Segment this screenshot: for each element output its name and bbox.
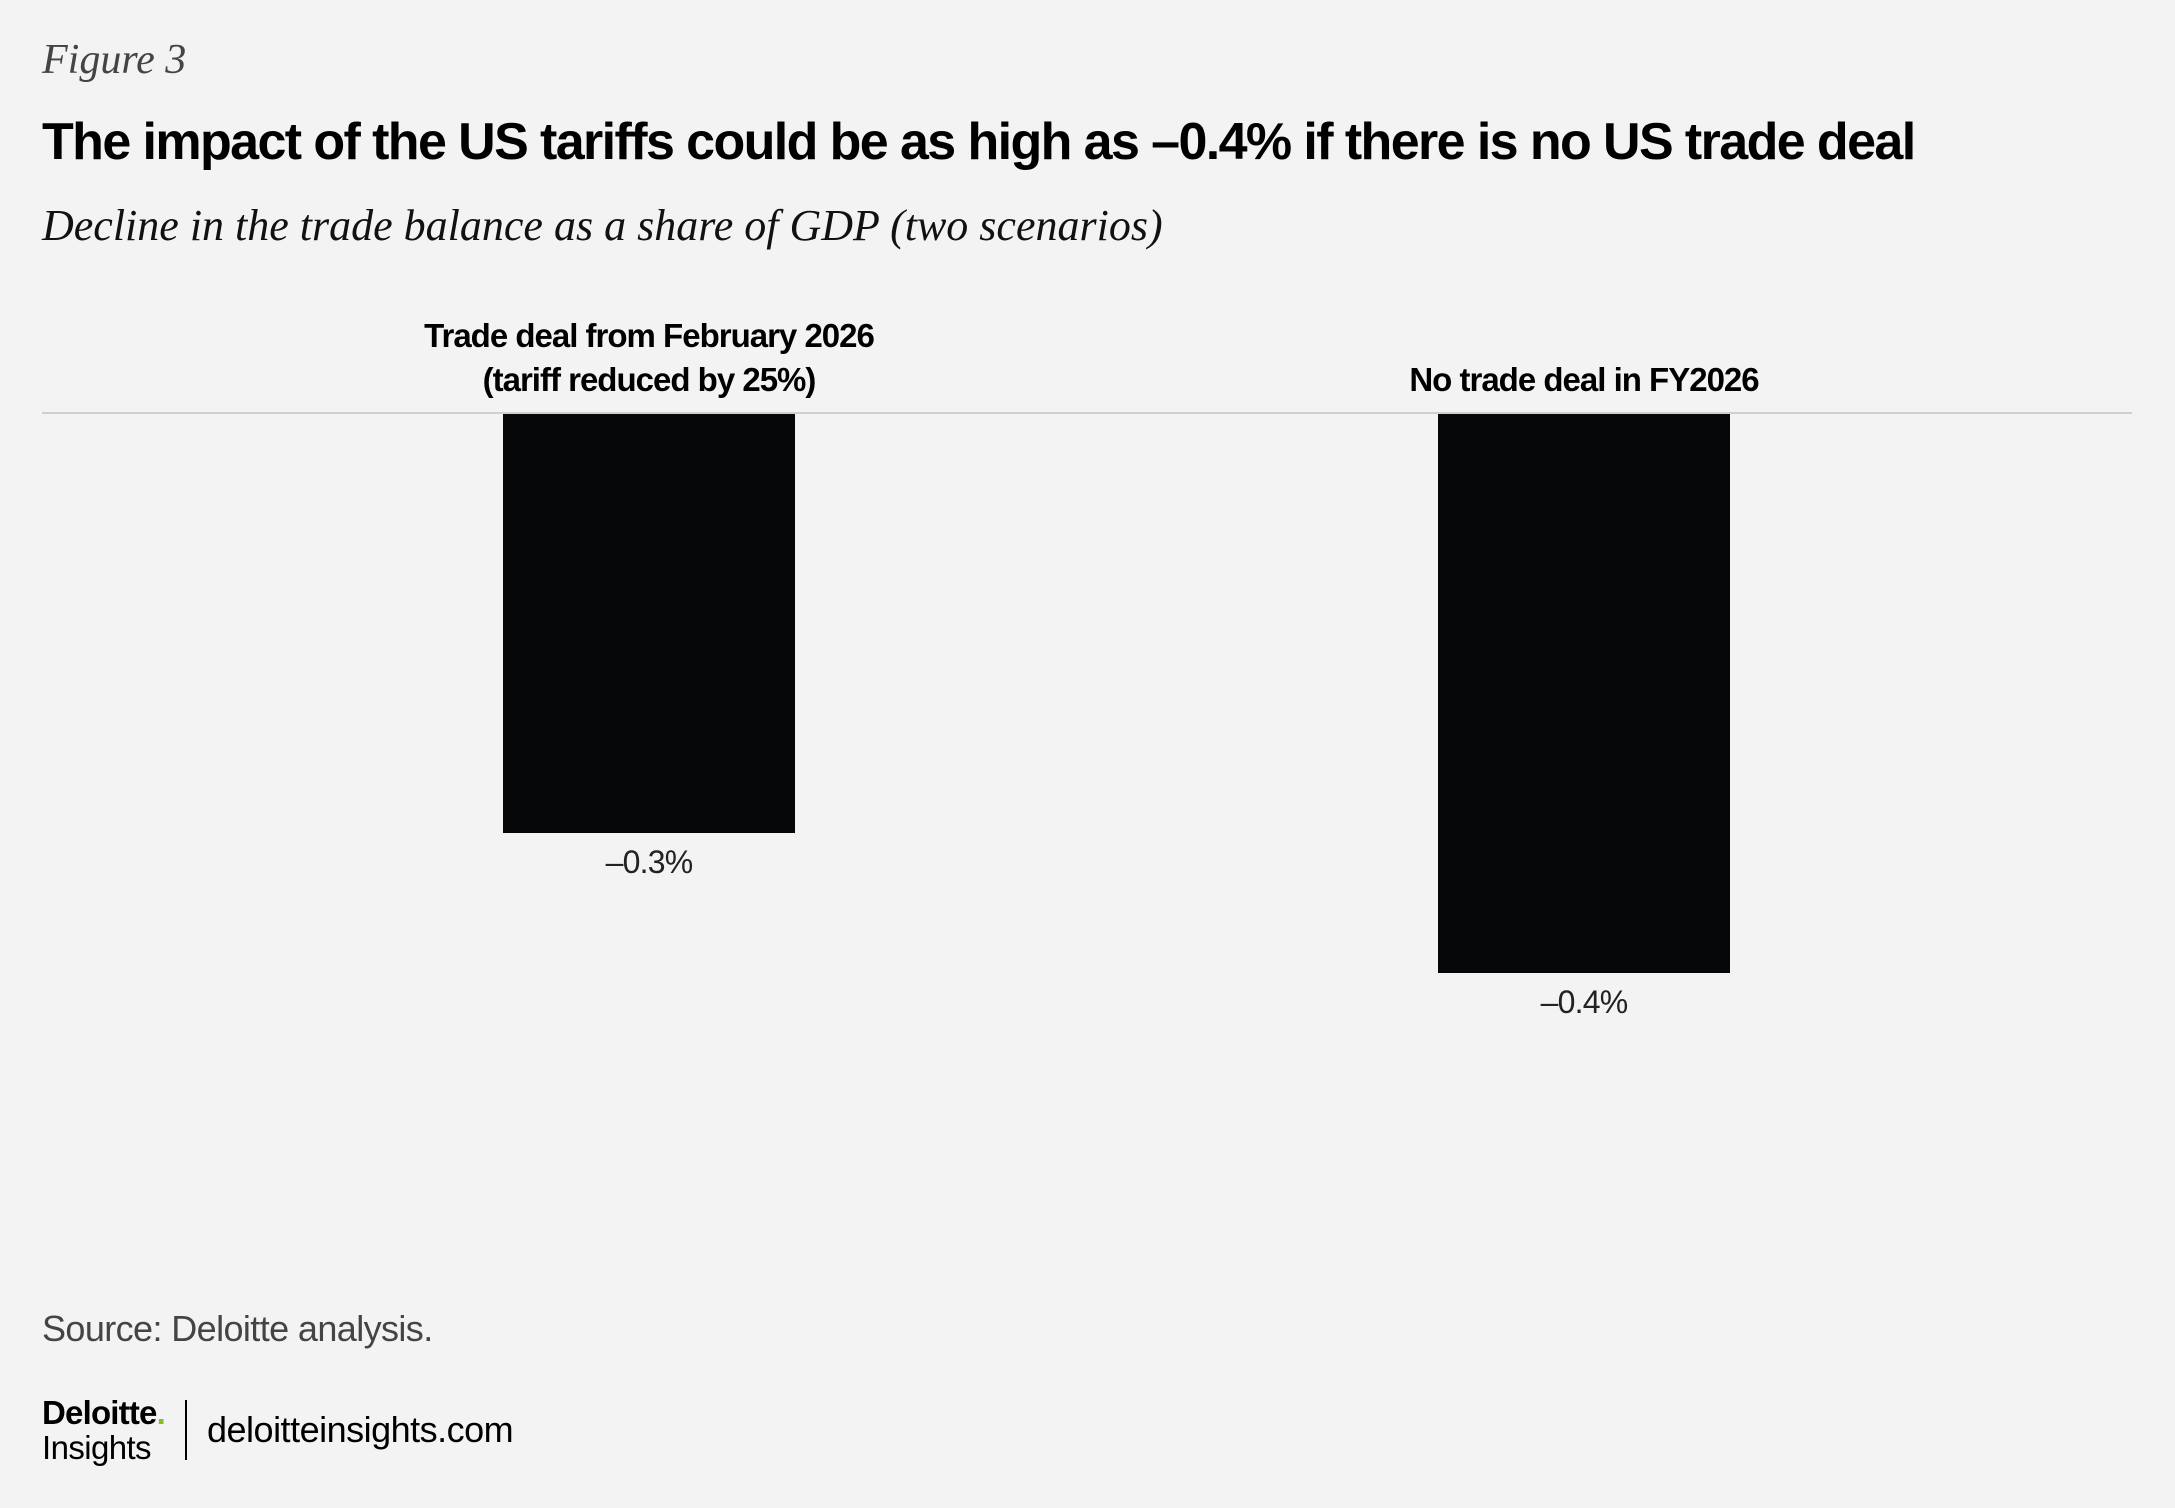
data-label-1: –0.3%: [606, 844, 693, 880]
bar-chart: –0.3% Trade deal from February 2026 (tarif…: [42, 317, 2132, 1020]
logo-deloitte-wordmark: Deloitte.: [42, 1394, 166, 1431]
bar-1: [503, 413, 795, 833]
logo-green-dot: .: [156, 1394, 166, 1431]
category-label-1-line-1: Trade deal from February 2026: [424, 317, 874, 354]
chart-subtitle: Decline in the trade balance as a share …: [42, 201, 1163, 250]
footer: Deloitte. Insights deloitteinsights.com: [42, 1394, 514, 1466]
chart-title: The impact of the US tariffs could be as…: [42, 113, 1916, 171]
category-label-1-line-2: (tariff reduced by 25%): [483, 361, 816, 398]
logo-insights-wordmark: Insights: [42, 1429, 152, 1466]
data-label-2: –0.4%: [1541, 984, 1628, 1020]
footer-divider: [185, 1400, 187, 1460]
deloitte-insights-logo: Deloitte. Insights: [42, 1394, 166, 1466]
footer-url: deloitteinsights.com: [207, 1409, 514, 1450]
figure-label: Figure 3: [42, 37, 187, 83]
source-note: Source: Deloitte analysis.: [42, 1308, 433, 1349]
category-label-2-line-1: No trade deal in FY2026: [1409, 361, 1759, 398]
bar-2: [1438, 413, 1730, 973]
